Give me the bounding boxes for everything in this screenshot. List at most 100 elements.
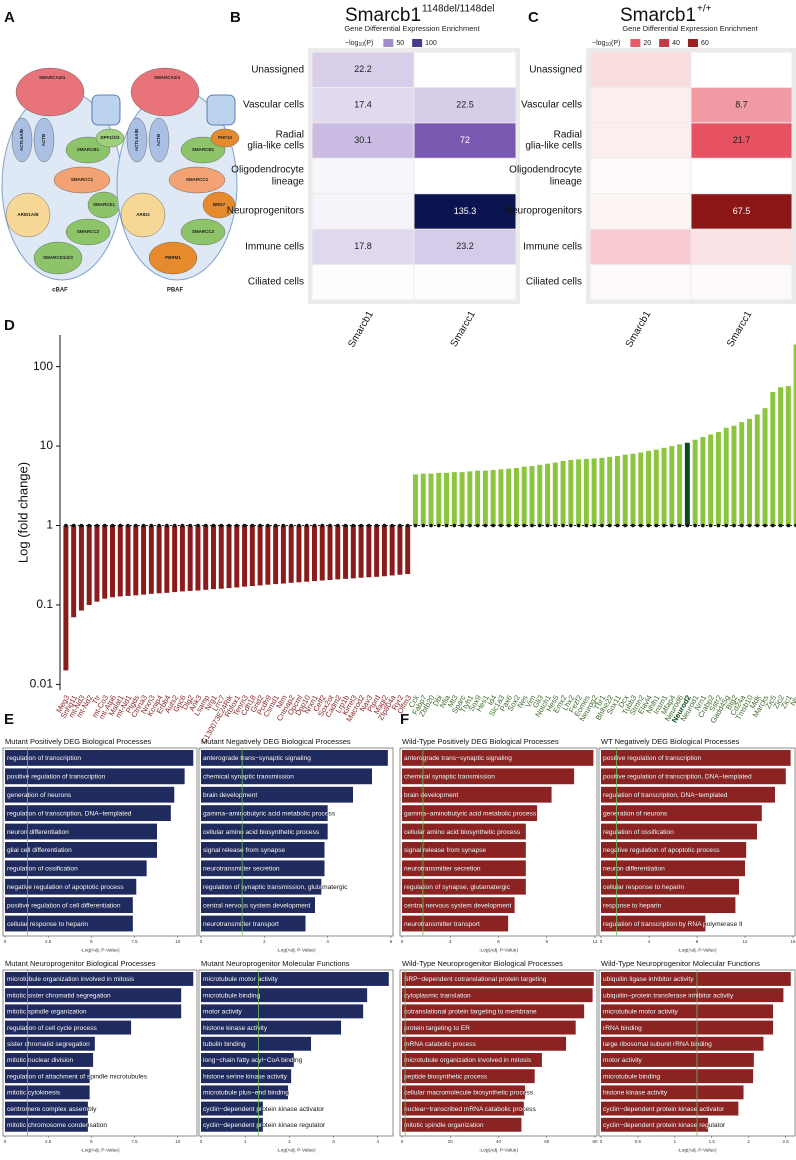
- subunit-label: ACTL6A/B: [19, 128, 24, 151]
- bar: [71, 525, 77, 618]
- bar: [201, 750, 388, 766]
- bar-label: neurotransmitter transport: [203, 921, 279, 928]
- x-tick-label: 0: [4, 939, 7, 944]
- subunit: [130, 67, 200, 117]
- bar: [201, 878, 322, 895]
- subunit-label: SMARCC1: [186, 177, 209, 182]
- subunit-label: SMARCA2/4: [154, 75, 181, 80]
- bar-label: negative regulation of apoptotic process: [7, 884, 124, 891]
- bar-label: neuron differentiation: [7, 829, 69, 836]
- heatmap-title: Smarcb1: [620, 5, 696, 26]
- x-tick-label: 3: [332, 1139, 335, 1144]
- cell-label: 67.5: [733, 206, 751, 216]
- panel-label: B: [230, 9, 241, 26]
- heatmap-cell: [312, 52, 414, 87]
- bar: [601, 1101, 739, 1116]
- row-label: Oligodendrocyte lineage: [509, 164, 582, 188]
- y-tick-label: 10: [40, 438, 54, 452]
- bar: [700, 437, 706, 526]
- x-tick-label: 20: [448, 1139, 454, 1144]
- bar-label: peptide biosynthetic process: [404, 1073, 488, 1080]
- baseline-dot: [732, 523, 736, 528]
- baseline-dot: [607, 523, 612, 528]
- x-tick-label: 0: [200, 939, 203, 944]
- bar-label: neurotransmitter secretion: [404, 866, 481, 873]
- bar: [402, 988, 593, 1003]
- baseline-dot: [763, 523, 767, 528]
- cell-label: 8.7: [735, 100, 748, 110]
- bar: [311, 525, 317, 582]
- legend-title: −log10(P): [592, 40, 620, 48]
- dna: [91, 94, 121, 126]
- baseline-dot: [258, 523, 262, 528]
- bar: [5, 878, 137, 895]
- subplot-title: Mutant Positively DEG Biological Process…: [5, 737, 152, 746]
- bar-label: brain development: [203, 792, 257, 799]
- bar-label: ubiquitin ligase inhibitor activity: [603, 976, 694, 983]
- x-tick-label: 2: [263, 939, 266, 944]
- x-tick-label: 6: [497, 939, 500, 944]
- bar: [684, 442, 690, 526]
- bar: [358, 525, 364, 578]
- bar: [402, 1036, 567, 1051]
- x-axis-title: -Log(Adj. P-Value): [276, 1147, 316, 1153]
- bar-label: neurotransmitter transport: [404, 921, 480, 928]
- bar-label: cyclin−dependent protein kinase activato…: [203, 1106, 325, 1113]
- bar-label: microtubule motor activity: [203, 976, 278, 983]
- x-tick-label: 10: [175, 1139, 181, 1144]
- bar: [249, 525, 255, 587]
- bar-label: positive regulation of transcription, DN…: [603, 774, 752, 781]
- baseline-dot: [561, 523, 565, 528]
- subunit: [95, 128, 125, 148]
- bar: [5, 1004, 182, 1019]
- cell-label: 22.2: [354, 64, 372, 74]
- bar-label: mitotic nuclear division: [7, 1057, 74, 1064]
- bar: [304, 525, 310, 582]
- bar-label: generation of neurons: [7, 792, 72, 799]
- bar: [785, 386, 791, 526]
- x-tick-label: 9: [545, 939, 548, 944]
- x-tick-label: Nlx: [788, 693, 796, 707]
- subplot-title: Wild-Type Neuroprogenitor Biological Pro…: [402, 959, 563, 968]
- bar-label: histone serine kinase activity: [203, 1073, 288, 1080]
- bar: [521, 466, 527, 526]
- baseline-dot: [134, 523, 138, 528]
- heatmap-title-superscript: 1148del/1148del: [422, 4, 494, 15]
- baseline-dot: [180, 523, 185, 528]
- bar: [498, 469, 504, 526]
- bar-label: chemical synaptic transmission: [404, 774, 495, 781]
- bar-label: ubiquitin−protein transferase inhibitor …: [603, 992, 734, 999]
- x-axis-title: -Log(Adj. P-Value): [276, 947, 316, 953]
- bar: [117, 525, 123, 597]
- bar: [402, 860, 526, 877]
- bar: [402, 842, 526, 858]
- baseline-dot: [475, 523, 480, 528]
- legend-title-part: −log: [345, 40, 359, 47]
- baseline-dot: [537, 523, 542, 528]
- bar-label: regulation of transcription: [7, 755, 81, 762]
- baseline-dot: [646, 523, 651, 528]
- bar-label: neurotransmitter secretion: [404, 866, 481, 873]
- bar: [402, 897, 515, 914]
- bar-label: regulation of transcription, DNA−templat…: [7, 810, 132, 817]
- bar: [319, 525, 325, 581]
- legend-title-part: 10: [358, 42, 364, 48]
- x-tick-label: 16: [790, 939, 796, 944]
- x-tick-label: 0: [600, 939, 603, 944]
- bar: [5, 860, 147, 877]
- baseline-dot: [436, 523, 441, 528]
- x-tick-label: 60: [544, 1139, 550, 1144]
- x-tick-label: 10: [175, 939, 181, 944]
- baseline-dot: [747, 523, 752, 528]
- bar: [576, 459, 582, 526]
- bar-label: cyclin−dependent protein kinase regulato…: [603, 1122, 726, 1129]
- baseline-dot: [716, 523, 721, 528]
- baseline-dot: [778, 523, 783, 528]
- bar-label: mitotic chromosome condensation: [7, 1122, 107, 1129]
- bar: [402, 878, 526, 895]
- y-tick-label: 0.01: [30, 677, 54, 691]
- subunit: [168, 166, 226, 194]
- row-label: Ciliated cells: [525, 276, 582, 288]
- heatmap-cell: [590, 265, 691, 300]
- x-tick-label: 12: [592, 939, 598, 944]
